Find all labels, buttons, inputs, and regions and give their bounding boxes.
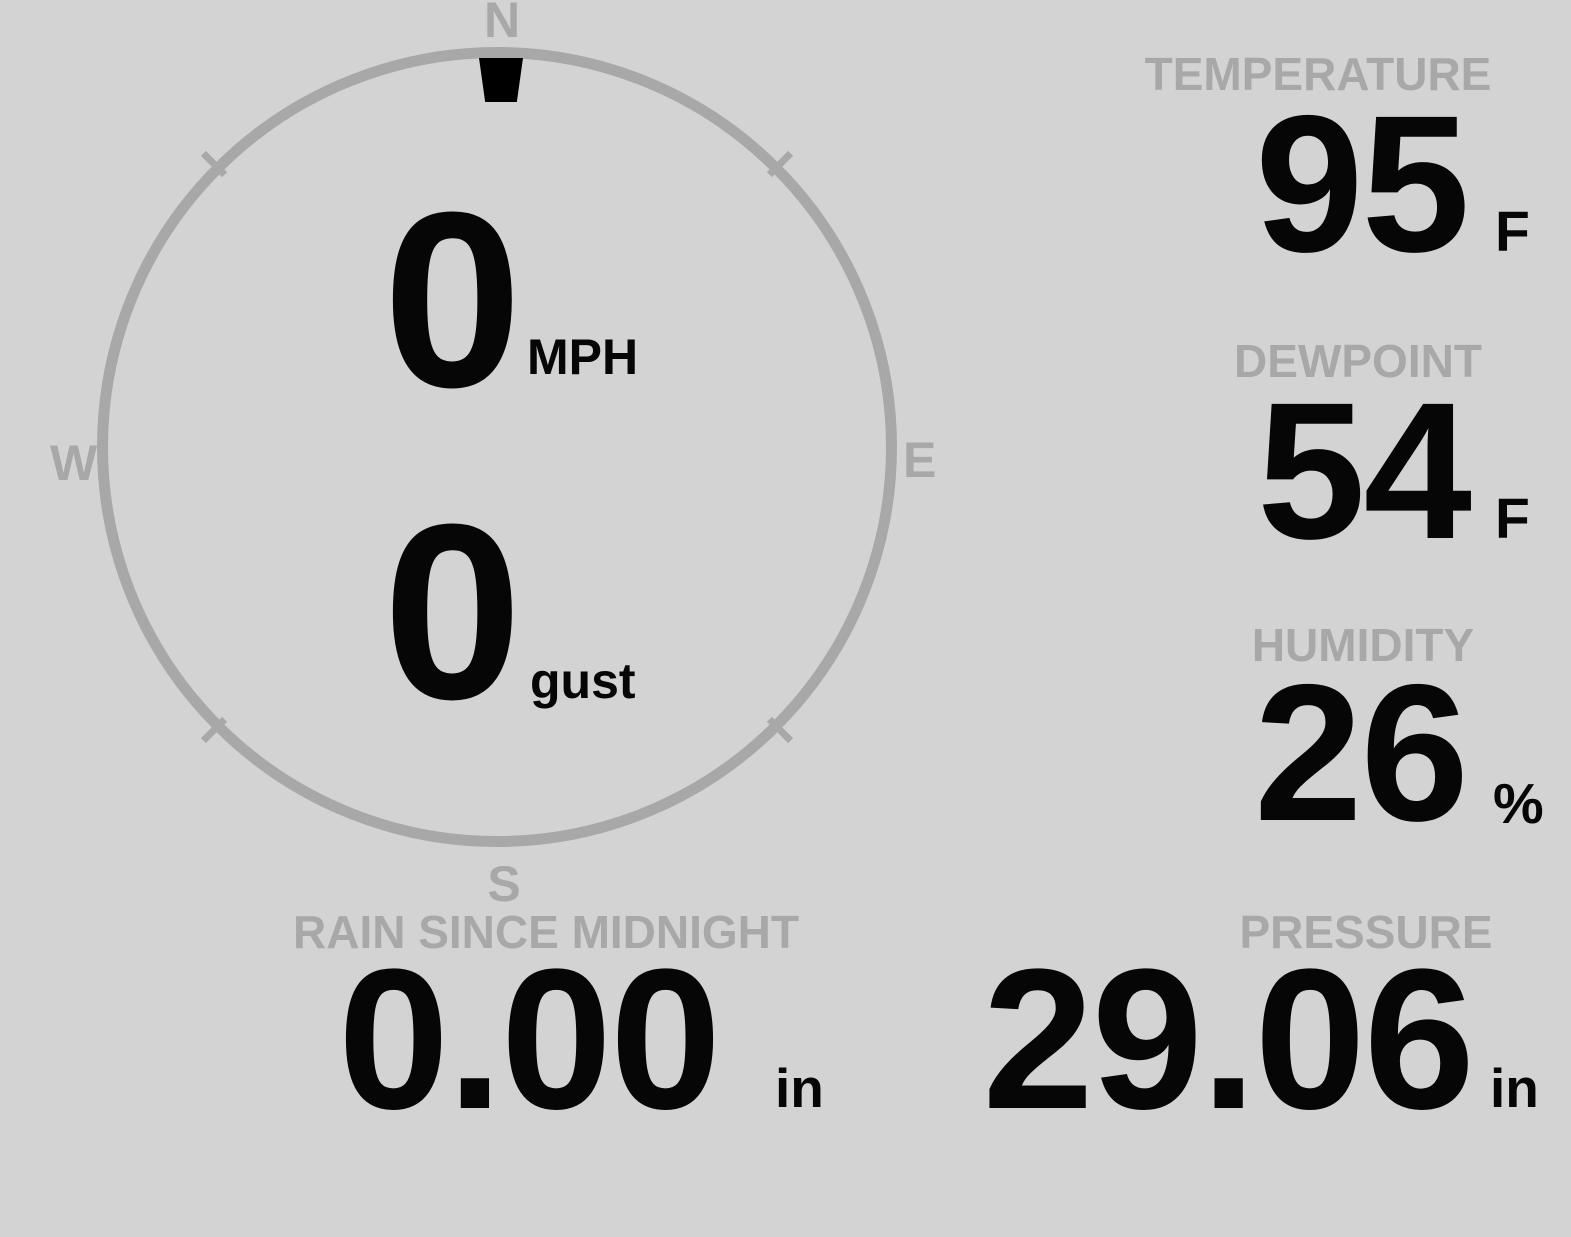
temperature-value: 95 — [1255, 75, 1470, 293]
wind-gust-unit: gust — [530, 653, 636, 709]
wind-gust-value: 0 — [383, 472, 523, 751]
humidity-unit: % — [1493, 772, 1544, 836]
compass-label-east: E — [903, 432, 937, 488]
dewpoint-value: 54 — [1257, 362, 1472, 580]
compass-label-north: N — [483, 0, 521, 48]
temperature-unit: F — [1495, 200, 1530, 264]
pressure-unit: in — [1490, 1057, 1539, 1119]
pressure-label: PRESSURE — [1239, 906, 1493, 958]
dewpoint-label: DEWPOINT — [1234, 335, 1482, 387]
dewpoint-unit: F — [1495, 487, 1530, 551]
humidity-value: 26 — [1254, 644, 1469, 862]
temperature-label: TEMPERATURE — [1144, 48, 1492, 100]
compass-label-west: W — [50, 435, 98, 491]
wind-speed-value: 0 — [383, 160, 523, 439]
compass-label-south: S — [487, 856, 521, 912]
rain-unit: in — [775, 1057, 824, 1119]
rain-value: 0.00 — [338, 928, 721, 1151]
wind-speed-unit: MPH — [527, 329, 639, 385]
wind-direction-pointer-icon — [479, 58, 523, 102]
wind-compass-ring — [97, 47, 897, 847]
rain-label: RAIN SINCE MIDNIGHT — [293, 906, 799, 958]
humidity-label: HUMIDITY — [1251, 619, 1475, 671]
pressure-value: 29.06 — [982, 928, 1475, 1151]
